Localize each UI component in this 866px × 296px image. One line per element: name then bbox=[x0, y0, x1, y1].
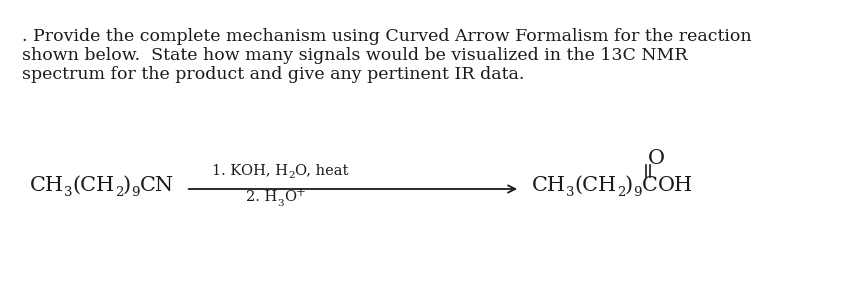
Text: 9: 9 bbox=[633, 186, 642, 199]
Text: O, heat: O, heat bbox=[295, 163, 348, 177]
Text: 3: 3 bbox=[277, 199, 284, 207]
Text: C: C bbox=[642, 176, 657, 195]
Text: +: + bbox=[296, 186, 306, 199]
Text: 3: 3 bbox=[566, 186, 574, 199]
Text: 2: 2 bbox=[114, 186, 123, 199]
Text: OH: OH bbox=[657, 176, 693, 195]
Text: 3: 3 bbox=[64, 186, 73, 199]
Text: spectrum for the product and give any pertinent IR data.: spectrum for the product and give any pe… bbox=[22, 66, 525, 83]
Text: ): ) bbox=[123, 176, 131, 195]
Text: 2: 2 bbox=[617, 186, 625, 199]
Text: O: O bbox=[648, 149, 665, 168]
Text: ): ) bbox=[625, 176, 633, 195]
Text: 2. H: 2. H bbox=[246, 190, 277, 204]
Text: CH: CH bbox=[532, 176, 566, 195]
Text: 1. KOH, H: 1. KOH, H bbox=[212, 163, 288, 177]
Text: O: O bbox=[284, 190, 296, 204]
Text: CH: CH bbox=[30, 176, 64, 195]
Text: . Provide the complete mechanism using Curved Arrow Formalism for the reaction: . Provide the complete mechanism using C… bbox=[22, 28, 752, 45]
Text: (CH: (CH bbox=[73, 176, 114, 195]
Text: 9: 9 bbox=[131, 186, 139, 199]
Text: 2: 2 bbox=[288, 171, 295, 181]
Text: (CH: (CH bbox=[574, 176, 617, 195]
Text: shown below.  State how many signals would be visualized in the 13C NMR: shown below. State how many signals woul… bbox=[22, 47, 688, 64]
Text: CN: CN bbox=[139, 176, 174, 195]
